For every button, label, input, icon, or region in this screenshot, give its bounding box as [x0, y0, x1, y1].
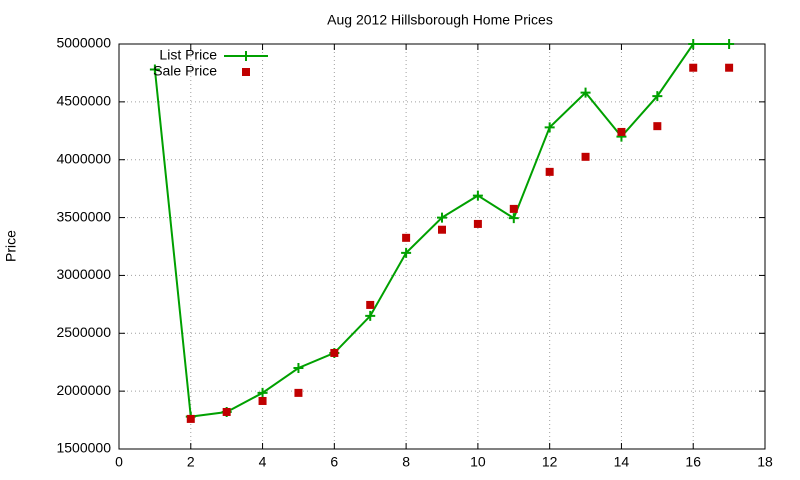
x-tick-label: 10: [470, 454, 486, 470]
point-marker: [257, 387, 268, 398]
x-tick-label: 0: [115, 454, 123, 470]
legend-label: Sale Price: [153, 63, 217, 79]
point-marker: [652, 91, 663, 102]
chart-title: Aug 2012 Hillsborough Home Prices: [327, 12, 553, 28]
y-tick-label: 1500000: [56, 440, 111, 456]
y-tick-label: 3000000: [56, 266, 111, 282]
point-marker: [294, 388, 303, 397]
point-marker: [330, 348, 339, 357]
y-axis-label: Price: [3, 230, 19, 262]
x-tick-label: 16: [685, 454, 701, 470]
plot-frame: [118, 43, 766, 450]
x-tick-label: 2: [187, 454, 195, 470]
point-marker: [438, 225, 446, 234]
point-marker: [401, 247, 412, 258]
point-marker: [653, 122, 662, 131]
x-tick-label: 18: [757, 454, 773, 470]
point-marker: [149, 64, 160, 75]
point-marker: [366, 300, 375, 309]
point-marker: [580, 87, 591, 98]
point-marker: [544, 122, 555, 133]
point-marker: [581, 152, 590, 161]
legend-label: List Price: [159, 47, 217, 63]
point-marker: [473, 219, 482, 228]
point-marker: [617, 127, 626, 136]
y-tick-label: 4000000: [56, 150, 111, 166]
point-marker: [545, 167, 554, 176]
x-tick-label: 8: [402, 454, 410, 470]
point-marker: [724, 39, 735, 49]
point-marker: [688, 39, 699, 49]
x-tick-label: 14: [614, 454, 630, 470]
point-marker: [186, 414, 195, 423]
point-marker: [725, 63, 734, 72]
point-marker: [437, 212, 447, 223]
y-tick-label: 3500000: [56, 208, 111, 224]
point-marker: [508, 213, 519, 224]
point-marker: [509, 204, 518, 213]
legend-swatch: [242, 68, 250, 76]
y-tick-label: 2500000: [56, 324, 111, 340]
legend-swatch: [241, 51, 251, 61]
x-tick-label: 4: [259, 454, 267, 470]
y-tick-label: 5000000: [56, 35, 111, 51]
point-marker: [222, 407, 231, 416]
x-tick-label: 12: [542, 454, 558, 470]
point-marker: [365, 310, 376, 321]
point-marker: [472, 190, 483, 201]
x-tick-label: 6: [330, 454, 338, 470]
y-tick-label: 4500000: [56, 93, 111, 109]
y-tick-label: 2000000: [56, 382, 111, 398]
point-marker: [402, 233, 411, 242]
point-marker: [689, 63, 698, 72]
point-marker: [258, 396, 267, 405]
point-marker: [293, 363, 304, 373]
